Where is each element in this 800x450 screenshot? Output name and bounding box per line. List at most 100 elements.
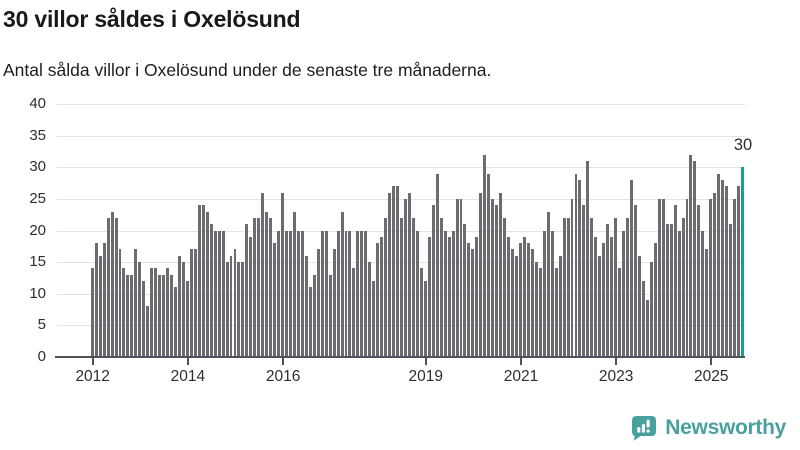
- bar: [98, 255, 102, 357]
- bar: [114, 217, 118, 357]
- bar: [277, 230, 281, 357]
- x-tick-label: 2014: [170, 368, 206, 385]
- bar: [737, 186, 741, 357]
- bar: [582, 205, 586, 357]
- bar: [661, 198, 665, 357]
- bar: [181, 262, 185, 357]
- bar: [503, 217, 507, 357]
- bar: [102, 243, 106, 357]
- bar: [368, 262, 372, 357]
- bar: [126, 274, 130, 357]
- bar: [245, 224, 249, 357]
- bar: [439, 217, 443, 357]
- bar: [630, 179, 633, 357]
- bar: [265, 211, 269, 357]
- bar: [154, 268, 158, 357]
- gridline: [57, 135, 745, 137]
- y-tick-label: 35: [29, 126, 46, 144]
- bar: [300, 230, 304, 357]
- bar: [534, 262, 538, 357]
- bar: [467, 243, 471, 357]
- bar: [316, 249, 320, 357]
- x-tick-label: 2025: [694, 368, 729, 385]
- gridline: [57, 198, 745, 200]
- bar: [602, 243, 606, 357]
- bar: [495, 205, 499, 357]
- bar: [257, 217, 261, 357]
- bar: [344, 230, 348, 357]
- bar: [570, 198, 574, 357]
- bar: [431, 205, 435, 357]
- bar: [209, 224, 213, 357]
- bar: [415, 230, 419, 357]
- gridline: [57, 167, 745, 169]
- bar: [729, 224, 733, 357]
- bar: [304, 255, 308, 357]
- bar: [233, 249, 237, 357]
- bar: [261, 192, 265, 357]
- bar: [170, 274, 174, 357]
- bar: [364, 230, 368, 357]
- bar: [649, 262, 653, 357]
- bar: [669, 224, 673, 357]
- bar: [677, 230, 681, 357]
- bar: [483, 154, 487, 357]
- bar: [451, 230, 455, 357]
- bar: [289, 230, 292, 357]
- x-tick-label: 2023: [598, 368, 634, 385]
- bar: [130, 274, 134, 357]
- bar: [463, 224, 467, 357]
- bar: [292, 211, 296, 357]
- bar: [174, 287, 177, 357]
- bar: [146, 306, 150, 357]
- bar: [134, 249, 138, 357]
- bar: [641, 281, 645, 357]
- bar: [336, 230, 340, 357]
- newsworthy-logo[interactable]: Newsworthy: [631, 414, 786, 442]
- bar: [693, 160, 697, 357]
- bar: [653, 243, 657, 357]
- bar: [673, 205, 677, 357]
- bar: [626, 217, 630, 357]
- bar: [455, 198, 459, 357]
- bar: [717, 173, 721, 357]
- bar: [518, 243, 522, 357]
- bar: [499, 192, 503, 357]
- bar: [404, 198, 407, 357]
- bar: [423, 281, 427, 357]
- bar: [487, 173, 491, 357]
- bar: [213, 230, 217, 357]
- x-tick-label: 2019: [408, 368, 444, 385]
- newsworthy-bubble-icon: [632, 416, 657, 441]
- page-title: 30 villor såldes i Oxelösund: [3, 6, 301, 32]
- bar: [201, 205, 205, 357]
- bar: [618, 268, 622, 357]
- bar: [574, 173, 578, 357]
- x-tick: [186, 358, 189, 365]
- bar: [598, 255, 602, 357]
- bar: [166, 268, 170, 357]
- highlighted-bar: [741, 167, 744, 357]
- bar: [733, 198, 737, 357]
- y-tick-label: 15: [29, 253, 46, 271]
- bar: [348, 230, 352, 357]
- bar: [419, 268, 423, 357]
- bar: [217, 230, 221, 357]
- bar: [312, 274, 316, 357]
- bar: [427, 236, 431, 357]
- bar: [249, 236, 253, 357]
- bar: [380, 236, 384, 357]
- x-tick: [710, 358, 713, 365]
- bar: [522, 236, 526, 357]
- bar: [237, 262, 241, 357]
- bar: [281, 192, 285, 357]
- bar: [138, 262, 142, 357]
- bar: [324, 230, 328, 357]
- bar: [697, 205, 701, 357]
- bar: [384, 217, 388, 357]
- bar: [542, 230, 546, 357]
- bar: [376, 243, 380, 357]
- y-tick-label: 0: [37, 348, 46, 365]
- bar: [400, 217, 403, 357]
- bar: [657, 198, 661, 357]
